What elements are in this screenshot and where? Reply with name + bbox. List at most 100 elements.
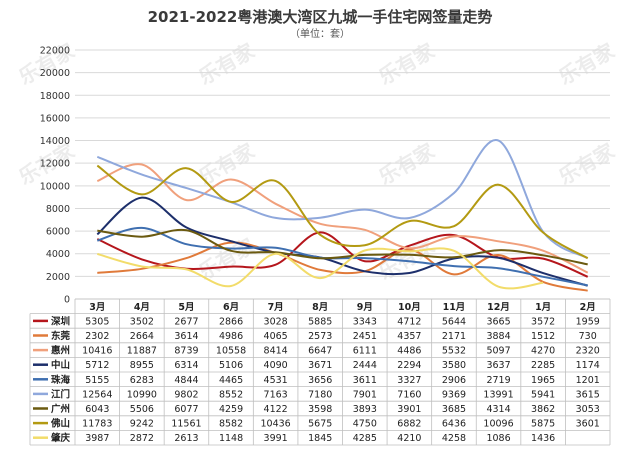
data-label: 4065 <box>264 331 288 342</box>
data-label: 3637 <box>486 360 510 371</box>
data-label: 3327 <box>397 375 421 386</box>
data-label: 3580 <box>442 360 466 371</box>
x-tick-label: 2月 <box>580 302 596 313</box>
x-tick-label: 5月 <box>178 302 194 313</box>
data-label: 10096 <box>483 419 513 430</box>
data-label: 4465 <box>219 375 243 386</box>
data-label: 8955 <box>130 360 154 371</box>
data-label: 4285 <box>353 433 377 444</box>
data-label: 8552 <box>219 389 243 400</box>
legend-label: 江门 <box>51 388 70 400</box>
data-label: 6436 <box>442 419 466 430</box>
data-label: 5155 <box>85 375 109 386</box>
data-label: 4210 <box>397 433 421 444</box>
series-line-广州 <box>97 228 588 266</box>
x-tick-label: 10月 <box>398 302 421 313</box>
data-label: 4844 <box>174 375 198 386</box>
x-tick-label: 9月 <box>357 302 373 313</box>
data-label: 3656 <box>308 375 332 386</box>
data-label: 3991 <box>264 433 288 444</box>
watermark-text: 乐有家 <box>555 138 620 189</box>
data-label: 2451 <box>353 331 377 342</box>
data-label: 3572 <box>531 316 555 327</box>
data-label: 4357 <box>397 331 421 342</box>
data-label: 5532 <box>442 346 466 357</box>
data-label: 4122 <box>264 404 288 415</box>
data-label: 1965 <box>531 375 555 386</box>
data-label: 4270 <box>531 346 555 357</box>
data-label: 7160 <box>397 389 421 400</box>
data-label: 3685 <box>442 404 466 415</box>
data-label: 13991 <box>483 389 513 400</box>
data-label: 6043 <box>85 404 109 415</box>
data-label: 2171 <box>442 331 466 342</box>
y-tick-label: 20000 <box>40 68 70 79</box>
series-line-惠州 <box>96 163 589 274</box>
x-tick-label: 1月 <box>535 302 551 313</box>
legend-label: 佛山 <box>50 418 70 430</box>
data-label: 2294 <box>397 360 421 371</box>
data-label: 5644 <box>442 316 466 327</box>
data-label: 3665 <box>486 316 510 327</box>
data-label: 2719 <box>486 375 510 386</box>
data-label: 1436 <box>531 433 555 444</box>
y-axis: 0 2000 4000 6000 8000 10000 12000 14000 16000 180… <box>40 46 70 306</box>
x-tick-label: 8月 <box>312 302 328 313</box>
data-label: 3053 <box>576 404 600 415</box>
data-label: 8582 <box>219 419 243 430</box>
y-tick-label: 0 <box>64 295 70 306</box>
data-label: 11783 <box>82 419 112 430</box>
data-label: 10558 <box>216 346 246 357</box>
data-label: 10990 <box>127 389 157 400</box>
data-label: 4314 <box>486 404 510 415</box>
series-line-珠海 <box>96 226 588 287</box>
data-label: 1512 <box>531 331 555 342</box>
data-label: 6283 <box>130 375 154 386</box>
legend-label: 珠海 <box>51 374 71 386</box>
data-label: 3615 <box>576 389 600 400</box>
watermark-text: 乐有家 <box>555 38 620 89</box>
x-tick-label: 11月 <box>443 302 466 313</box>
watermark-text: 乐有家 <box>375 138 440 189</box>
data-label: 7180 <box>308 389 332 400</box>
data-label: 3601 <box>576 419 600 430</box>
data-label: 1845 <box>308 433 332 444</box>
data-label: 11561 <box>171 419 201 430</box>
series-line-佛山 <box>96 164 589 260</box>
y-tick-label: 14000 <box>40 136 70 147</box>
data-label: 5875 <box>531 419 555 430</box>
data-label: 5506 <box>130 404 154 415</box>
data-label: 4750 <box>353 419 377 430</box>
y-tick-label: 18000 <box>40 91 70 102</box>
y-tick-label: 10000 <box>40 181 70 192</box>
y-tick-label: 16000 <box>40 113 70 124</box>
y-tick-label: 12000 <box>40 159 70 170</box>
chart-subtitle: （单位：套） <box>290 27 350 40</box>
data-label: 3893 <box>353 404 377 415</box>
data-label: 6111 <box>353 346 377 357</box>
data-label: 6882 <box>397 419 421 430</box>
data-label: 7901 <box>353 389 377 400</box>
data-label: 2285 <box>531 360 555 371</box>
data-label: 4090 <box>264 360 288 371</box>
data-label: 3884 <box>486 331 510 342</box>
data-label: 8414 <box>264 346 288 357</box>
data-label: 3614 <box>174 331 198 342</box>
data-label: 2866 <box>219 316 243 327</box>
y-tick-label: 2000 <box>46 272 70 283</box>
watermark-text: 乐有家 <box>195 138 260 189</box>
legend-label: 肇庆 <box>51 432 71 444</box>
data-label: 1086 <box>486 433 510 444</box>
data-label: 12564 <box>82 389 112 400</box>
data-label: 4258 <box>442 433 466 444</box>
data-label: 10436 <box>261 419 291 430</box>
y-tick-label: 8000 <box>46 204 70 215</box>
data-label: 3598 <box>308 404 332 415</box>
data-label: 2677 <box>174 316 198 327</box>
data-label: 5712 <box>85 360 109 371</box>
data-label: 2444 <box>353 360 377 371</box>
data-label: 4531 <box>264 375 288 386</box>
data-label: 9369 <box>442 389 466 400</box>
data-label: 5106 <box>219 360 243 371</box>
